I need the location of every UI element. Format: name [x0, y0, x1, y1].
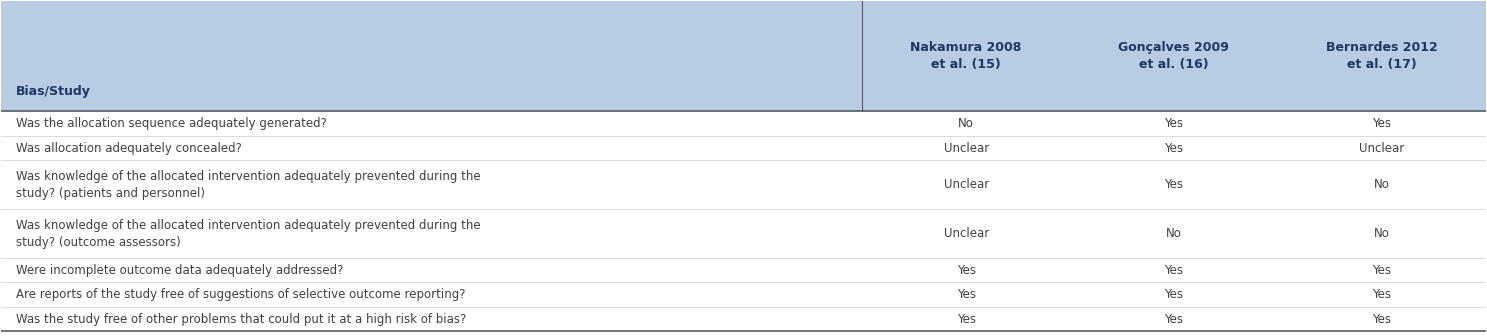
Text: Unclear: Unclear — [944, 178, 989, 191]
Text: No: No — [1374, 227, 1390, 240]
Text: Yes: Yes — [956, 264, 975, 277]
Text: Yes: Yes — [956, 312, 975, 326]
Text: Yes: Yes — [956, 288, 975, 301]
Text: Were incomplete outcome data adequately addressed?: Were incomplete outcome data adequately … — [16, 264, 343, 277]
Text: No: No — [1166, 227, 1182, 240]
Text: Yes: Yes — [1373, 312, 1392, 326]
Text: Yes: Yes — [1164, 117, 1184, 130]
Text: Unclear: Unclear — [944, 227, 989, 240]
Text: Was knowledge of the allocated intervention adequately prevented during the
stud: Was knowledge of the allocated intervent… — [16, 218, 480, 249]
Text: Was allocation adequately concealed?: Was allocation adequately concealed? — [16, 141, 242, 155]
Text: Bias/Study: Bias/Study — [16, 85, 91, 98]
Text: Yes: Yes — [1373, 264, 1392, 277]
Text: Unclear: Unclear — [1359, 141, 1404, 155]
Text: Yes: Yes — [1373, 288, 1392, 301]
Text: Yes: Yes — [1164, 312, 1184, 326]
Text: No: No — [958, 117, 974, 130]
Text: Yes: Yes — [1164, 288, 1184, 301]
Text: Nakamura 2008
et al. (15): Nakamura 2008 et al. (15) — [910, 41, 1022, 71]
Text: Was the study free of other problems that could put it at a high risk of bias?: Was the study free of other problems tha… — [16, 312, 467, 326]
Text: Are reports of the study free of suggestions of selective outcome reporting?: Are reports of the study free of suggest… — [16, 288, 465, 301]
Text: Was knowledge of the allocated intervention adequately prevented during the
stud: Was knowledge of the allocated intervent… — [16, 170, 480, 200]
Text: Bernardes 2012
et al. (17): Bernardes 2012 et al. (17) — [1326, 41, 1438, 71]
Text: Yes: Yes — [1164, 178, 1184, 191]
Text: Was the allocation sequence adequately generated?: Was the allocation sequence adequately g… — [16, 117, 327, 130]
Text: No: No — [1374, 178, 1390, 191]
Text: Unclear: Unclear — [944, 141, 989, 155]
Text: Yes: Yes — [1164, 264, 1184, 277]
Text: Yes: Yes — [1164, 141, 1184, 155]
Text: Gonçalves 2009
et al. (16): Gonçalves 2009 et al. (16) — [1118, 41, 1230, 71]
FancyBboxPatch shape — [1, 1, 1486, 111]
Text: Yes: Yes — [1373, 117, 1392, 130]
